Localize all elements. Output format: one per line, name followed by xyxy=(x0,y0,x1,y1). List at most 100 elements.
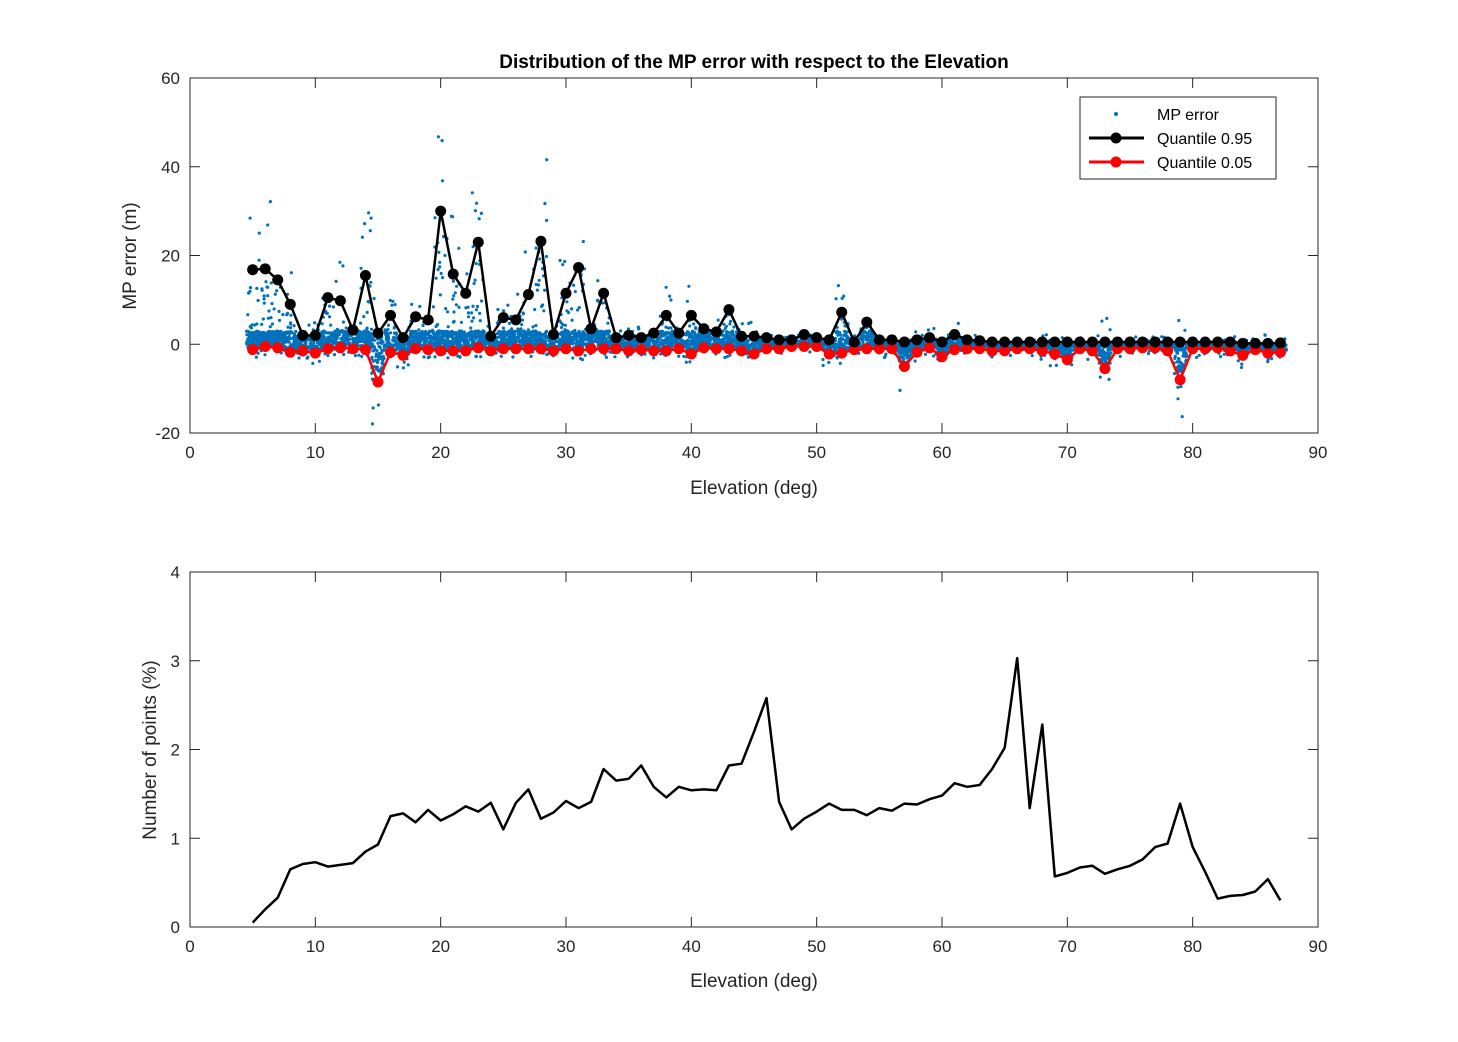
mp-error-point xyxy=(359,332,363,337)
mp-error-point xyxy=(342,352,346,357)
mp-error-point xyxy=(403,347,408,351)
mp-error-point xyxy=(428,334,432,338)
mp-error-point xyxy=(716,318,720,322)
mp-error-point xyxy=(536,283,541,287)
mp-error-point xyxy=(329,333,333,337)
mp-error-point xyxy=(839,341,843,345)
mp-error-point xyxy=(256,298,260,303)
mp-error-point xyxy=(417,328,421,332)
mp-error-point xyxy=(468,331,472,335)
mp-error-point xyxy=(308,341,312,346)
mp-error-point xyxy=(480,299,484,303)
mp-error-point xyxy=(471,336,475,340)
mp-error-point xyxy=(286,325,290,329)
mp-error-point xyxy=(344,326,348,330)
mp-error-point xyxy=(253,323,257,327)
mp-error-point xyxy=(362,340,367,344)
mp-error-point xyxy=(292,324,296,328)
mp-error-point xyxy=(453,291,457,295)
mp-error-point xyxy=(465,272,469,276)
mp-error-point xyxy=(509,339,513,343)
mp-error-point xyxy=(412,339,416,343)
mp-error-point xyxy=(353,354,357,358)
mp-error-point xyxy=(708,335,712,339)
mp-error-point xyxy=(260,287,264,291)
mp-error-point xyxy=(369,327,374,331)
mp-error-point xyxy=(261,317,265,321)
mp-error-point xyxy=(673,340,677,344)
mp-error-point xyxy=(860,338,864,342)
mp-error-point xyxy=(570,318,574,322)
mp-error-point xyxy=(537,331,541,336)
mp-error-point xyxy=(446,356,450,360)
mp-error-point xyxy=(438,339,442,344)
mp-error-point xyxy=(469,326,473,330)
mp-error-point xyxy=(534,246,538,250)
mp-error-point xyxy=(479,355,483,359)
mp-error-point xyxy=(581,239,585,244)
mp-error-point xyxy=(351,337,355,341)
mp-error-point xyxy=(461,332,465,336)
mp-error-point xyxy=(260,335,264,339)
mp-error-point xyxy=(478,340,482,344)
mp-error-point xyxy=(510,327,514,331)
mp-error-point xyxy=(521,334,525,338)
mp-error-point xyxy=(339,337,343,341)
mp-error-point xyxy=(477,332,482,336)
mp-error-point xyxy=(747,321,751,325)
mp-error-point xyxy=(882,355,887,360)
mp-error-point xyxy=(634,342,638,346)
mp-error-point xyxy=(246,313,250,317)
mp-error-point xyxy=(312,341,316,345)
mp-error-point xyxy=(277,318,282,322)
mp-error-point xyxy=(473,278,477,282)
mp-error-point xyxy=(559,325,564,330)
mp-error-point xyxy=(474,354,478,359)
mp-error-point xyxy=(315,340,319,344)
mp-error-point xyxy=(313,321,317,325)
mp-error-point xyxy=(395,365,400,369)
mp-error-point xyxy=(549,342,554,346)
mp-error-point xyxy=(260,322,264,326)
mp-error-point xyxy=(430,336,434,341)
mp-error-point xyxy=(533,307,537,312)
mp-error-point xyxy=(457,246,461,250)
mp-error-point xyxy=(262,294,266,298)
mp-error-point xyxy=(389,331,393,335)
mp-error-point xyxy=(321,331,325,335)
mp-error-point xyxy=(369,333,373,337)
mp-error-point xyxy=(838,361,842,365)
mp-error-point xyxy=(660,332,664,336)
mp-error-point xyxy=(458,355,462,359)
mp-error-point xyxy=(909,344,913,348)
mp-error-point xyxy=(466,305,470,309)
mp-error-point xyxy=(318,341,322,345)
mp-error-point xyxy=(457,305,461,309)
mp-error-point xyxy=(562,334,566,338)
mp-error-point xyxy=(270,302,274,306)
mp-error-point xyxy=(677,354,681,358)
mp-error-point xyxy=(897,351,902,355)
mp-error-point xyxy=(332,353,337,357)
mp-error-point xyxy=(282,332,287,336)
mp-error-point xyxy=(531,325,535,329)
mp-error-point xyxy=(420,332,424,336)
mp-error-point xyxy=(418,304,422,309)
mp-error-point xyxy=(462,339,466,343)
mp-error-point xyxy=(270,322,274,326)
mp-error-point xyxy=(459,320,463,324)
mp-error-point xyxy=(451,342,455,346)
mp-error-point xyxy=(441,336,445,340)
mp-error-point xyxy=(288,331,292,336)
mp-error-point xyxy=(570,337,574,341)
mp-error-point xyxy=(304,341,308,345)
mp-error-point xyxy=(452,331,456,335)
mp-error-point xyxy=(315,344,319,348)
mp-error-point xyxy=(568,332,572,337)
mp-error-point xyxy=(337,333,341,337)
mp-error-point xyxy=(377,344,381,348)
mp-error-point xyxy=(721,329,725,333)
mp-error-point xyxy=(897,347,902,351)
mp-error-point xyxy=(386,332,390,336)
mp-error-point xyxy=(445,340,449,344)
